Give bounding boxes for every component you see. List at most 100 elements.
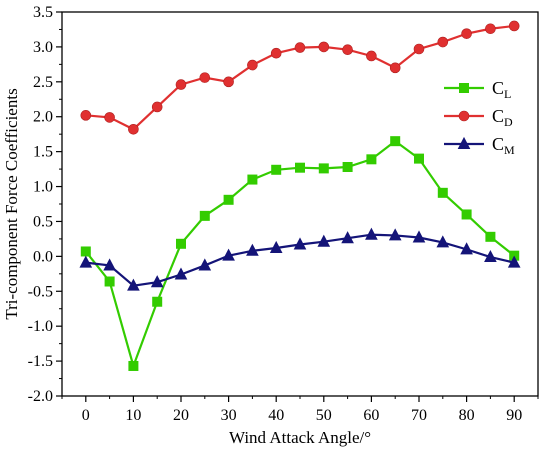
data-point — [412, 230, 426, 243]
data-point — [318, 163, 329, 174]
legend-item: CD — [444, 106, 513, 129]
data-point — [365, 227, 378, 240]
data-point — [318, 41, 330, 53]
y-tick-label: -0.5 — [28, 283, 53, 300]
legend-marker — [458, 110, 470, 122]
x-tick-label: 90 — [506, 407, 522, 424]
axes-layer: 0 10 20 30 40 50 60 70 80 90 -2.0 -1.5 -1.0 -0.5 0.0 0.… — [28, 4, 539, 424]
data-point — [175, 79, 187, 90]
data-point — [246, 243, 259, 256]
data-point — [437, 187, 448, 198]
y-tick-label: 1.0 — [33, 179, 53, 196]
data-point — [199, 210, 210, 221]
y-tick-label: 2.0 — [33, 109, 53, 126]
x-tick-label: 20 — [173, 407, 189, 424]
legend-marker — [459, 83, 469, 93]
legend-label-subscript: M — [504, 143, 515, 157]
data-point — [199, 72, 211, 83]
x-tick-label: 10 — [125, 407, 141, 424]
series-m — [79, 227, 521, 291]
data-point — [174, 267, 188, 280]
data-point — [104, 276, 115, 287]
x-tick-label: 0 — [82, 407, 90, 424]
y-tick-label: 0.0 — [33, 248, 53, 265]
data-point — [128, 360, 139, 371]
data-point — [79, 255, 93, 268]
plot-frame — [61, 11, 539, 397]
data-point — [366, 50, 377, 62]
legend-label-main: C — [492, 134, 504, 154]
y-tick-label: -1.0 — [28, 318, 53, 335]
x-tick-label: 40 — [268, 407, 284, 424]
data-point — [317, 234, 331, 247]
x-tick-label: 80 — [459, 407, 475, 424]
data-point — [389, 62, 401, 74]
data-point — [436, 235, 450, 248]
data-point — [152, 296, 163, 307]
y-tick-label: -2.0 — [28, 388, 53, 405]
legend-item: CL — [444, 78, 511, 101]
data-point — [271, 164, 282, 175]
data-point — [223, 194, 234, 205]
data-point — [176, 238, 186, 249]
data-point — [222, 248, 235, 261]
data-point — [103, 258, 116, 271]
y-tick-label: 1.5 — [33, 144, 53, 161]
legend-label-subscript: D — [504, 115, 513, 129]
data-point — [247, 174, 258, 185]
data-point — [461, 209, 472, 220]
x-tick-label: 60 — [363, 407, 379, 424]
data-point — [437, 36, 449, 48]
x-tick-label: 50 — [316, 407, 332, 424]
data-point — [247, 59, 258, 71]
series-line — [85, 24, 515, 131]
x-axis-title: Wind Attack Angle/° — [229, 428, 371, 447]
data-point — [485, 23, 496, 35]
data-point — [342, 161, 353, 172]
legend-label: CL — [492, 78, 511, 101]
series-line — [84, 139, 515, 370]
y-tick-label: 0.5 — [33, 213, 53, 230]
data-point — [128, 123, 139, 135]
data-point — [295, 162, 305, 173]
data-point — [413, 43, 425, 55]
data-point — [341, 231, 354, 244]
data-point — [485, 231, 496, 242]
data-point — [484, 249, 497, 263]
data-point — [294, 42, 306, 53]
data-point — [80, 110, 92, 121]
data-point — [104, 112, 115, 123]
data-point — [80, 246, 91, 257]
data-point — [150, 275, 164, 288]
data-point — [414, 153, 424, 164]
x-tick-label: 30 — [221, 407, 237, 424]
series-d — [80, 20, 520, 135]
legend-item: CM — [444, 134, 515, 157]
data-point — [390, 136, 401, 147]
y-tick-label: 3.5 — [33, 4, 53, 21]
plot-area — [61, 11, 539, 397]
data-point — [507, 255, 521, 268]
data-point — [151, 101, 163, 113]
legend-label-main: C — [492, 78, 504, 98]
legend-label: CD — [492, 106, 513, 129]
legend-label-subscript: L — [504, 87, 511, 101]
data-point — [270, 47, 282, 59]
data-point — [293, 237, 307, 250]
data-point — [388, 228, 402, 241]
series-layer — [79, 20, 521, 371]
data-point — [366, 154, 377, 165]
x-tick-label: 70 — [411, 407, 427, 424]
data-point — [127, 278, 140, 291]
y-tick-label: -1.5 — [28, 353, 53, 370]
legend-label-main: C — [492, 106, 504, 126]
series-l — [80, 136, 520, 371]
legend-marker — [457, 136, 471, 149]
data-point — [269, 240, 283, 253]
data-point — [198, 258, 212, 271]
legend-label: CM — [492, 134, 515, 157]
data-point — [223, 76, 234, 88]
